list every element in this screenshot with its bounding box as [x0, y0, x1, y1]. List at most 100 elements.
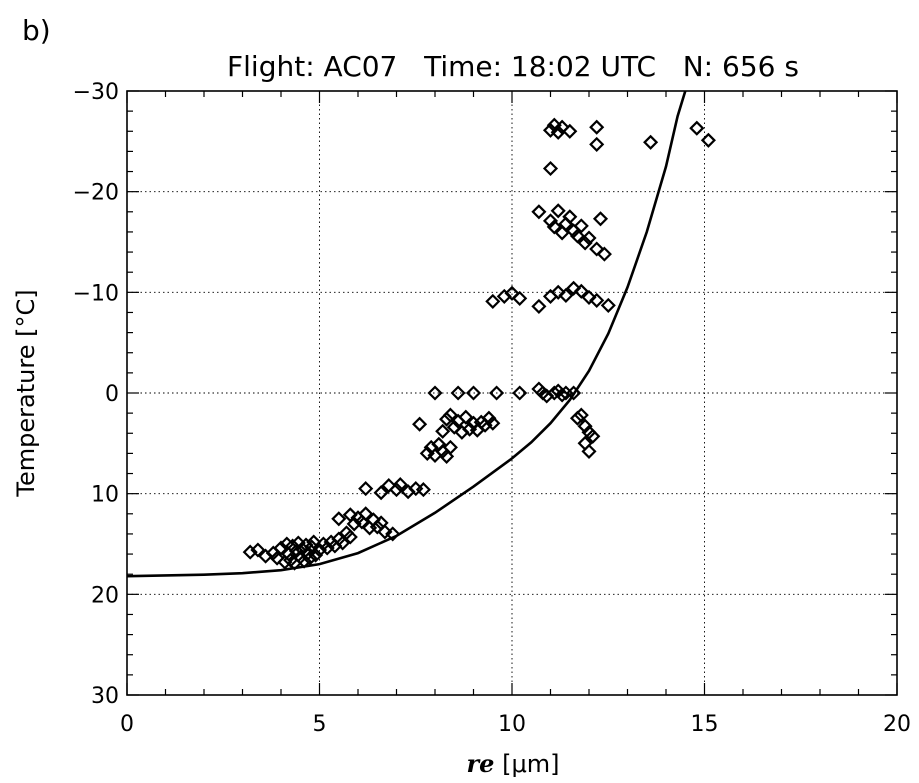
- data-point: [369, 519, 385, 535]
- data-point: [589, 136, 605, 152]
- data-point: [250, 542, 266, 558]
- data-point: [592, 211, 609, 227]
- y-tick-label: 0: [105, 382, 119, 407]
- data-point: [581, 443, 597, 459]
- chart-title: Flight: AC07 Time: 18:02 UTC N: 656 s: [227, 50, 799, 83]
- data-point: [377, 524, 393, 540]
- tick-labels: 0 5 10 15 20 −30 −20 −10 0 10 20 30: [73, 80, 911, 737]
- data-point: [577, 235, 593, 251]
- data-point: [311, 542, 328, 558]
- data-point: [373, 485, 389, 501]
- data-point: [573, 218, 589, 234]
- data-point: [442, 407, 458, 423]
- data-point: [290, 535, 306, 551]
- data-point: [342, 529, 358, 545]
- data-point: [700, 132, 716, 148]
- y-tick-label: −10: [73, 281, 119, 306]
- x-axis-label: re [μm]: [467, 749, 560, 778]
- x-tick-label: 10: [498, 712, 526, 737]
- data-point: [358, 481, 374, 497]
- data-point: [566, 280, 582, 296]
- data-point: [392, 477, 408, 493]
- data-point: [596, 246, 612, 262]
- data-point: [689, 120, 705, 136]
- fit-curve: [126, 90, 687, 578]
- data-point: [288, 543, 304, 559]
- data-point: [512, 385, 528, 401]
- data-point: [643, 134, 659, 150]
- data-point: [415, 482, 431, 498]
- data-point: [566, 385, 582, 401]
- data-point: [319, 540, 335, 556]
- data-point: [531, 204, 547, 220]
- x-tick-label: 15: [691, 712, 719, 737]
- data-point: [485, 293, 501, 309]
- x-axis-unit: [μm]: [494, 750, 559, 778]
- data-point: [504, 285, 520, 301]
- data-point: [531, 298, 547, 314]
- data-point: [569, 228, 586, 244]
- data-point: [589, 292, 605, 308]
- data-point: [562, 209, 578, 225]
- data-point: [546, 219, 562, 235]
- y-tick-label: 20: [91, 583, 119, 608]
- data-point: [600, 297, 616, 313]
- axis-ticks: [126, 90, 898, 696]
- y-axis-label: Temperature [°C]: [12, 289, 40, 497]
- data-point: [458, 409, 474, 425]
- data-point: [558, 287, 574, 303]
- data-point: [550, 203, 566, 219]
- x-tick-label: 20: [883, 712, 911, 737]
- data-point: [335, 535, 351, 551]
- data-point: [450, 385, 466, 401]
- x-tick-label: 5: [313, 712, 327, 737]
- fit-curve-layer: [126, 90, 687, 578]
- y-tick-label: 30: [91, 684, 119, 709]
- data-point: [388, 482, 405, 498]
- data-point: [300, 545, 316, 561]
- data-point: [589, 241, 605, 257]
- data-point: [465, 385, 482, 401]
- y-tick-label: 10: [91, 483, 119, 508]
- data-point: [446, 419, 462, 435]
- data-point: [269, 550, 285, 566]
- data-point: [342, 507, 358, 523]
- data-point: [358, 506, 374, 522]
- data-point: [573, 283, 589, 299]
- data-point: [542, 122, 559, 138]
- y-tick-label: −20: [73, 181, 119, 206]
- data-markers: [242, 117, 716, 571]
- data-point: [306, 534, 322, 550]
- data-point: [273, 540, 289, 556]
- data-point: [589, 119, 605, 135]
- data-point: [542, 160, 559, 177]
- data-point: [439, 411, 455, 427]
- panel-label: b): [22, 14, 51, 47]
- data-point: [512, 290, 528, 306]
- data-point: [427, 385, 443, 401]
- data-point: [308, 547, 324, 563]
- data-point: [419, 445, 435, 461]
- data-point: [554, 119, 570, 135]
- data-point: [585, 428, 601, 444]
- data-point: [550, 124, 566, 140]
- data-point: [573, 407, 589, 423]
- data-point: [489, 385, 505, 401]
- y-tick-label: −30: [73, 80, 119, 105]
- data-point: [385, 526, 401, 542]
- data-point: [581, 230, 597, 246]
- data-point: [569, 410, 586, 426]
- data-point: [546, 385, 562, 401]
- data-point: [542, 213, 559, 229]
- data-point: [242, 544, 258, 560]
- grid: [127, 91, 897, 695]
- data-point: [302, 550, 318, 566]
- x-tick-label: 0: [120, 712, 134, 737]
- data-point: [412, 416, 428, 432]
- data-point: [581, 289, 597, 305]
- data-point: [442, 439, 458, 455]
- x-axis-symbol: re: [467, 749, 495, 778]
- data-point: [331, 511, 347, 527]
- data-point: [435, 423, 451, 439]
